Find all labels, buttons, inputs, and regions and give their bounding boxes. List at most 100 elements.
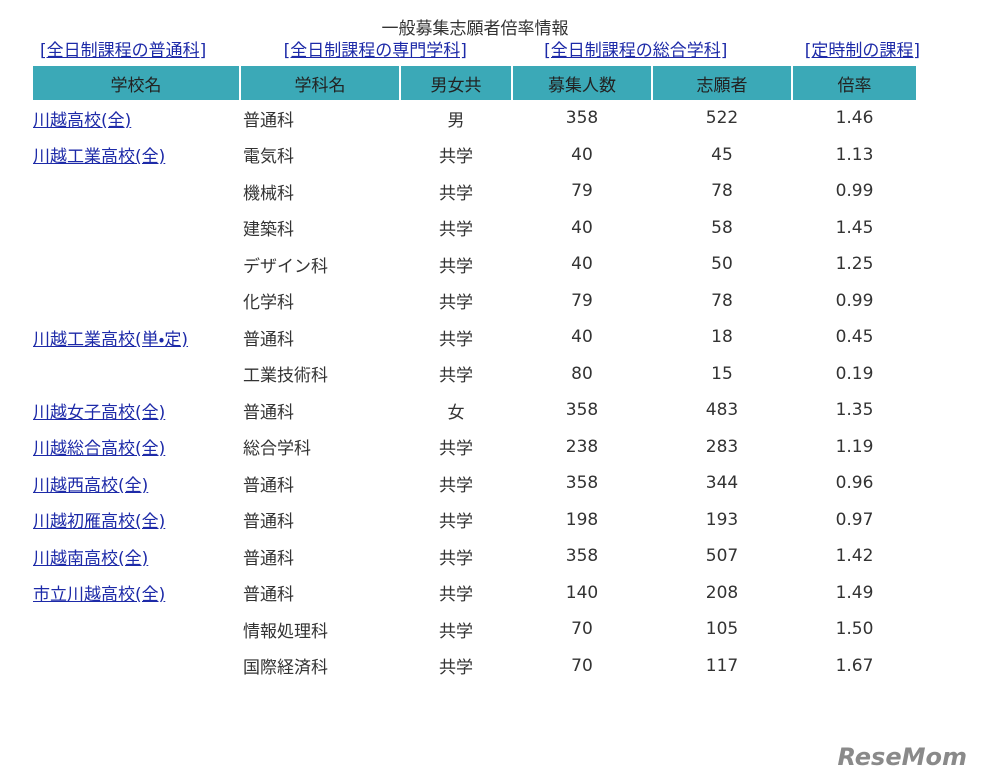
table-cell: 1.67 bbox=[835, 655, 874, 676]
table-cell: 0.19 bbox=[835, 363, 874, 384]
school-link[interactable]: 市立川越高校(全) bbox=[33, 585, 166, 606]
table-cell: 198 bbox=[565, 509, 599, 530]
table-cell: 共学 bbox=[439, 621, 473, 642]
table-cell: 共学 bbox=[439, 585, 473, 606]
school-cell bbox=[33, 246, 240, 283]
school-cell: 市立川越高校(全) bbox=[33, 575, 240, 612]
table-cell: 男 bbox=[447, 110, 465, 131]
table-cell: 0.96 bbox=[835, 473, 874, 494]
table-cell: 78 bbox=[711, 290, 733, 311]
table-cell: 358 bbox=[565, 546, 599, 567]
table-cell: 0.97 bbox=[835, 509, 874, 530]
table-cell: 機械科 bbox=[243, 183, 294, 204]
table-cell: 普通科 bbox=[243, 585, 294, 606]
table-cell: デザイン科 bbox=[243, 256, 328, 277]
school-link[interactable]: 川越工業高校(全) bbox=[33, 147, 166, 168]
school-cell bbox=[33, 648, 240, 685]
school-cell bbox=[33, 356, 240, 393]
table-cell: 0.45 bbox=[835, 327, 874, 348]
table-cell: 情報処理科 bbox=[243, 621, 328, 642]
ratio-table: 学校名 学科名 男女共 募集人数 志願者 倍率 川越高校(全) 普通科 男 358 522 1.46… bbox=[33, 66, 918, 684]
school-link[interactable]: 川越西高校(全) bbox=[33, 475, 149, 496]
school-link[interactable]: 川越南高校(全) bbox=[33, 548, 149, 569]
table-row: デザイン科 共学 40 50 1.25 bbox=[33, 246, 917, 283]
table-cell: 79 bbox=[571, 181, 593, 202]
table-cell: 78 bbox=[711, 181, 733, 202]
table-cell: 238 bbox=[565, 436, 599, 457]
table-cell: 45 bbox=[711, 144, 733, 165]
header-row: 学校名 学科名 男女共 募集人数 志願者 倍率 bbox=[33, 66, 918, 100]
school-link[interactable]: 川越工業高校(単・定) bbox=[33, 329, 189, 350]
table-cell: 国際経済科 bbox=[243, 658, 328, 679]
table-cell: 193 bbox=[705, 509, 739, 530]
table-cell: 105 bbox=[705, 619, 739, 640]
table-cell: 1.35 bbox=[835, 400, 874, 421]
table-cell: 70 bbox=[571, 655, 593, 676]
table-cell: 58 bbox=[711, 217, 733, 238]
school-link[interactable]: 川越高校(全) bbox=[33, 110, 132, 131]
table-cell: 共学 bbox=[439, 329, 473, 350]
table-cell: 女 bbox=[447, 402, 465, 423]
table-cell: 283 bbox=[705, 436, 739, 457]
school-link[interactable]: 川越総合高校(全) bbox=[33, 439, 166, 460]
page-title: 一般募集志願者倍率情報 bbox=[381, 19, 569, 39]
school-cell: 川越総合高校(全) bbox=[33, 429, 240, 466]
table-row: 川越西高校(全) 普通科 共学 358 344 0.96 bbox=[33, 465, 917, 502]
table-cell: 358 bbox=[565, 400, 599, 421]
school-cell: 川越初雁高校(全) bbox=[33, 502, 240, 539]
school-cell: 川越西高校(全) bbox=[33, 465, 240, 502]
table-cell: 共学 bbox=[439, 220, 473, 241]
table-cell: 共学 bbox=[439, 475, 473, 496]
nav-link[interactable]: [全日制課程の普通科] bbox=[40, 41, 207, 61]
table-row: 国際経済科 共学 70 117 1.67 bbox=[33, 648, 917, 685]
table-cell: 50 bbox=[711, 254, 733, 275]
table-cell: 化学科 bbox=[243, 293, 294, 314]
nav-links: [全日制課程の普通科] [全日制課程の専門学科] [全日制課程の総合学科] [定時制の… bbox=[40, 36, 920, 61]
table-cell: 80 bbox=[571, 363, 593, 384]
school-cell: 川越工業高校(全) bbox=[33, 137, 240, 174]
table-cell: 工業技術科 bbox=[243, 366, 328, 387]
table-cell: 共学 bbox=[439, 512, 473, 533]
table-row: 川越工業高校(単・定) 普通科 共学 40 18 0.45 bbox=[33, 319, 917, 356]
table-cell: 普通科 bbox=[243, 329, 294, 350]
school-cell: 川越女子高校(全) bbox=[33, 392, 240, 429]
nav-link[interactable]: [定時制の課程] bbox=[804, 41, 920, 61]
table-cell: 18 bbox=[711, 327, 733, 348]
column-header: 志願者 bbox=[652, 66, 793, 100]
school-cell bbox=[33, 611, 240, 648]
table-row: 川越総合高校(全) 総合学科 共学 238 283 1.19 bbox=[33, 429, 917, 466]
nav-link[interactable]: [全日制課程の総合学科] bbox=[544, 41, 728, 61]
table-cell: 117 bbox=[705, 655, 739, 676]
table-cell: 1.42 bbox=[835, 546, 874, 567]
school-link[interactable]: 川越初雁高校(全) bbox=[33, 512, 166, 533]
school-cell bbox=[33, 283, 240, 320]
table-row: 川越南高校(全) 普通科 共学 358 507 1.42 bbox=[33, 538, 917, 575]
column-header: 倍率 bbox=[792, 66, 918, 100]
table-cell: 普通科 bbox=[243, 475, 294, 496]
school-link[interactable]: 川越女子高校(全) bbox=[33, 402, 166, 423]
table-row: 市立川越高校(全) 普通科 共学 140 208 1.49 bbox=[33, 575, 917, 612]
table-row: 建築科 共学 40 58 1.45 bbox=[33, 210, 917, 247]
table-cell: 電気科 bbox=[243, 147, 294, 168]
table-row: 情報処理科 共学 70 105 1.50 bbox=[33, 611, 917, 648]
table-cell: 普通科 bbox=[243, 548, 294, 569]
table-cell: 建築科 bbox=[243, 220, 294, 241]
nav-link[interactable]: [全日制課程の専門学科] bbox=[283, 41, 467, 61]
table-row: 化学科 共学 79 78 0.99 bbox=[33, 283, 917, 320]
table-body: 川越高校(全) 普通科男 358 522 1.46 川越工業高校(全) 電気科 共学 40 45 1… bbox=[33, 100, 917, 684]
table-cell: 522 bbox=[705, 108, 739, 129]
table-cell: 40 bbox=[571, 327, 593, 348]
column-header: 男女共 bbox=[400, 66, 513, 100]
table-cell: 共学 bbox=[439, 548, 473, 569]
table-cell: 共学 bbox=[439, 293, 473, 314]
table-cell: 344 bbox=[705, 473, 739, 494]
table-row: 川越工業高校(全) 電気科 共学 40 45 1.13 bbox=[33, 137, 917, 174]
column-header: 学科名 bbox=[240, 66, 401, 100]
table-cell: 40 bbox=[571, 217, 593, 238]
table-cell: 総合学科 bbox=[243, 439, 311, 460]
table-cell: 共学 bbox=[439, 439, 473, 460]
table-cell: 普通科 bbox=[243, 402, 294, 423]
table-cell: 358 bbox=[565, 108, 599, 129]
column-header: 募集人数 bbox=[512, 66, 653, 100]
